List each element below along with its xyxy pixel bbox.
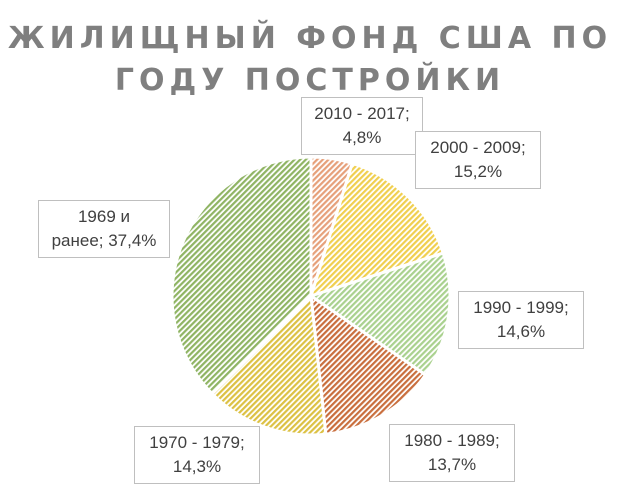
slice-label-value: ранее; 37,4% xyxy=(51,231,157,250)
slice-label-category: 1969 и xyxy=(77,207,131,226)
slice-label-2010-2017: 2010 - 2017; 4,8% xyxy=(301,97,423,155)
slice-label-2000-2009: 2000 - 2009; 15,2% xyxy=(415,131,541,189)
slice-label-category: 1990 - 1999; xyxy=(473,298,569,317)
pie-slices xyxy=(170,155,452,437)
pie-slice-1969-и-ранее xyxy=(170,155,313,396)
chart-title-line-1: ЖИЛИЩНЫЙ ФОНД США ПО xyxy=(7,21,613,56)
pie-slice-1970-1979 xyxy=(210,294,328,437)
slice-label-value: 4,8% xyxy=(342,128,382,147)
pie-slice-1980-1989 xyxy=(309,294,427,436)
slice-label-1990-1999: 1990 - 1999; 14,6% xyxy=(458,291,584,349)
slice-label-value: 14,6% xyxy=(496,322,546,341)
slice-label-category: 2010 - 2017; xyxy=(314,104,410,123)
slice-label-category: 1980 - 1989; xyxy=(404,431,500,450)
slice-label-1980-1989: 1980 - 1989; 13,7% xyxy=(389,424,515,482)
chart-title: ЖИЛИЩНЫЙ ФОНД США ПО ГОДУ ПОСТРОЙКИ xyxy=(0,18,620,102)
slice-label-category: 2000 - 2009; xyxy=(430,138,526,157)
slice-label-value: 15,2% xyxy=(453,162,503,181)
slice-label-1969-and-earlier: 1969 и ранее; 37,4% xyxy=(38,200,170,258)
slice-label-value: 13,7% xyxy=(427,455,477,474)
slice-label-1970-1979: 1970 - 1979; 14,3% xyxy=(134,426,260,484)
pie-slice-1990-1999 xyxy=(309,251,452,377)
slice-label-category: 1970 - 1979; xyxy=(149,433,245,452)
slice-label-value: 14,3% xyxy=(172,457,222,476)
chart-title-line-2: ГОДУ ПОСТРОЙКИ xyxy=(114,63,506,98)
